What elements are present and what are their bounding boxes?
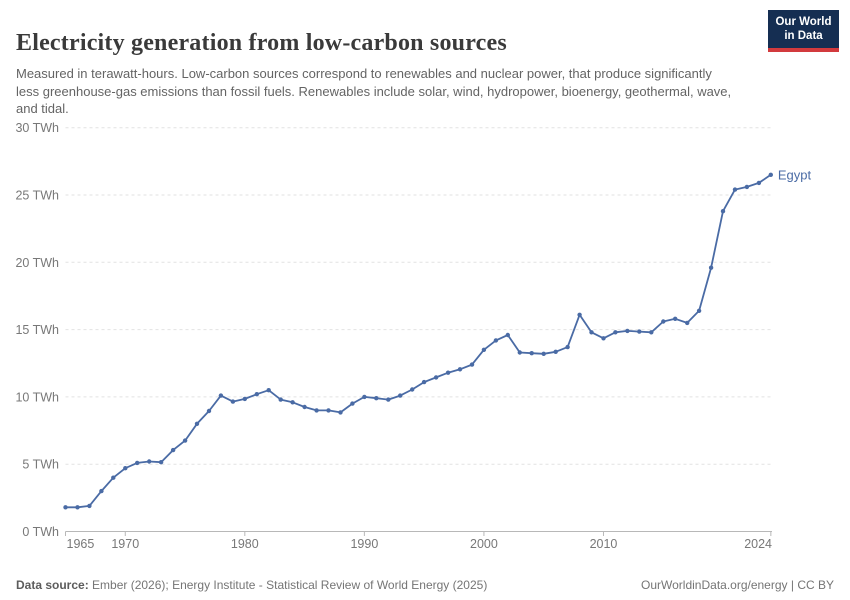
data-point[interactable] bbox=[673, 316, 678, 321]
data-point[interactable] bbox=[254, 392, 259, 397]
y-tick-label: 5 TWh bbox=[22, 458, 59, 472]
data-point[interactable] bbox=[87, 503, 92, 509]
data-point[interactable] bbox=[75, 505, 80, 510]
data-point[interactable] bbox=[649, 330, 654, 335]
chart-title: Electricity generation from low-carbon s… bbox=[16, 30, 507, 57]
data-point[interactable] bbox=[350, 401, 355, 406]
data-point[interactable] bbox=[338, 410, 343, 415]
y-tick-label: 25 TWh bbox=[15, 189, 59, 203]
data-point[interactable] bbox=[469, 362, 475, 367]
y-tick-label: 0 TWh bbox=[22, 525, 59, 539]
footer-link-license[interactable]: OurWorldinData.org/energy | CC BY bbox=[641, 578, 834, 592]
data-point[interactable] bbox=[278, 397, 283, 402]
data-point[interactable] bbox=[63, 505, 68, 510]
data-point[interactable] bbox=[290, 400, 295, 405]
x-tick-label: 1990 bbox=[350, 537, 378, 551]
data-point[interactable] bbox=[362, 394, 367, 400]
data-point[interactable] bbox=[302, 404, 307, 410]
data-point[interactable] bbox=[481, 347, 487, 352]
data-point[interactable] bbox=[410, 387, 415, 392]
data-point[interactable] bbox=[637, 329, 642, 334]
x-tick-label: 1980 bbox=[231, 537, 259, 551]
data-point[interactable] bbox=[421, 379, 427, 385]
x-tick-label: 2000 bbox=[470, 537, 498, 551]
data-point[interactable] bbox=[756, 180, 762, 186]
data-point[interactable] bbox=[230, 399, 236, 404]
data-point[interactable] bbox=[170, 447, 176, 453]
owid-logo[interactable]: Our World in Data bbox=[768, 10, 839, 52]
data-point[interactable] bbox=[696, 308, 702, 313]
data-source-label: Data source: bbox=[16, 578, 89, 592]
data-point[interactable] bbox=[206, 408, 212, 414]
y-tick-label: 10 TWh bbox=[15, 390, 59, 404]
data-point[interactable] bbox=[194, 421, 200, 426]
data-point[interactable] bbox=[266, 388, 271, 393]
data-point[interactable] bbox=[553, 349, 558, 354]
data-point[interactable] bbox=[386, 397, 391, 402]
data-point[interactable] bbox=[326, 408, 331, 413]
x-tick-label: 2010 bbox=[590, 537, 618, 551]
data-point[interactable] bbox=[493, 338, 499, 343]
data-point[interactable] bbox=[182, 438, 188, 443]
data-point[interactable] bbox=[720, 209, 726, 214]
data-point[interactable] bbox=[601, 336, 606, 341]
data-point[interactable] bbox=[111, 475, 116, 480]
owid-logo-line2: in Data bbox=[784, 30, 823, 42]
data-point[interactable] bbox=[433, 375, 439, 380]
data-point[interactable] bbox=[218, 393, 224, 398]
data-point[interactable] bbox=[732, 187, 738, 192]
y-tick-label: 15 TWh bbox=[15, 323, 59, 337]
x-tick-label: 2024 bbox=[744, 537, 772, 551]
data-point[interactable] bbox=[505, 332, 510, 338]
data-point[interactable] bbox=[768, 172, 773, 177]
data-point[interactable] bbox=[625, 328, 630, 334]
data-point[interactable] bbox=[529, 351, 534, 356]
data-point[interactable] bbox=[158, 460, 164, 465]
data-point[interactable] bbox=[374, 396, 379, 401]
series-label-egypt: Egypt bbox=[778, 167, 812, 182]
data-point[interactable] bbox=[135, 460, 140, 466]
data-source-note: Data source: Ember (2026); Energy Instit… bbox=[16, 578, 487, 592]
data-point[interactable] bbox=[708, 265, 714, 270]
data-point[interactable] bbox=[457, 367, 463, 372]
data-point[interactable] bbox=[99, 488, 104, 494]
data-source-text: Ember (2026); Energy Institute - Statist… bbox=[88, 578, 488, 592]
data-point[interactable] bbox=[613, 330, 618, 335]
data-point[interactable] bbox=[541, 351, 546, 356]
y-tick-label: 20 TWh bbox=[15, 256, 59, 270]
data-point[interactable] bbox=[744, 184, 750, 190]
data-point[interactable] bbox=[123, 466, 128, 471]
owid-logo-line1: Our World bbox=[775, 16, 832, 28]
data-point[interactable] bbox=[147, 459, 152, 464]
y-tick-label: 30 TWh bbox=[15, 121, 59, 135]
data-point[interactable] bbox=[589, 330, 594, 335]
x-tick-label: 1965 bbox=[67, 537, 95, 551]
data-point[interactable] bbox=[517, 350, 522, 355]
data-point[interactable] bbox=[577, 312, 582, 317]
chart-subtitle: Measured in terawatt-hours. Low-carbon s… bbox=[16, 66, 732, 116]
data-point[interactable] bbox=[445, 370, 451, 375]
x-tick-label: 1970 bbox=[111, 537, 139, 551]
data-point[interactable] bbox=[661, 319, 666, 324]
data-point[interactable] bbox=[242, 396, 247, 402]
data-point[interactable] bbox=[314, 408, 319, 413]
data-line-egypt[interactable] bbox=[64, 173, 772, 509]
data-point[interactable] bbox=[565, 344, 570, 350]
data-point[interactable] bbox=[685, 320, 690, 326]
data-point[interactable] bbox=[398, 393, 403, 398]
